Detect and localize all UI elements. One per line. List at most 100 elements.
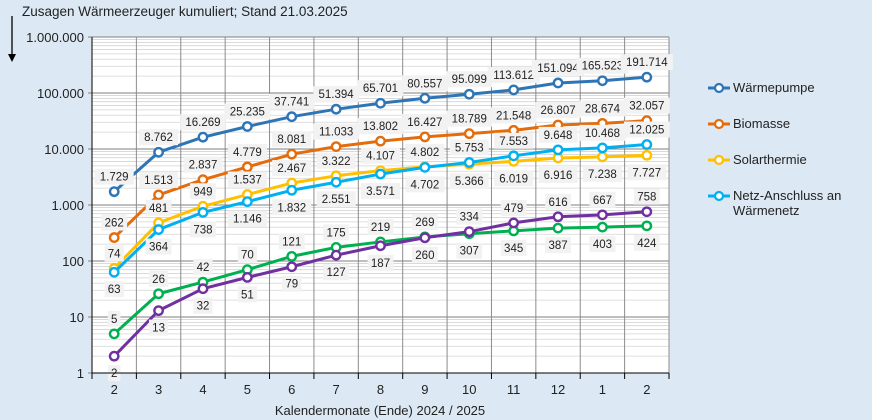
data-point <box>375 135 386 147</box>
data-label: 37.741 <box>274 97 309 109</box>
x-tick-label: 3 <box>155 382 162 397</box>
data-label: 51.394 <box>319 89 355 101</box>
x-tick-label: 2 <box>111 382 118 397</box>
data-label-bg <box>282 275 302 292</box>
data-label: 151.094 <box>537 63 579 75</box>
data-label: 3.322 <box>322 156 351 168</box>
data-label-bg <box>494 132 534 149</box>
data-point <box>241 196 253 208</box>
data-label-bg <box>227 210 267 227</box>
data-label: 7.553 <box>499 136 528 148</box>
data-label: 949 <box>193 186 212 198</box>
data-label-bg <box>494 170 534 187</box>
data-label-bg <box>148 319 169 336</box>
data-label-bg <box>576 57 629 74</box>
data-label-bg <box>402 113 448 130</box>
data-point <box>463 157 475 168</box>
data-point <box>463 88 475 100</box>
data-label: 6.019 <box>499 173 528 185</box>
data-label-bg <box>627 164 667 181</box>
data-label: 616 <box>548 197 567 209</box>
data-point <box>375 168 386 180</box>
data-label: 187 <box>371 258 390 270</box>
data-label-bg <box>104 245 124 262</box>
data-label-bg <box>620 54 673 71</box>
data-label-bg <box>357 118 404 135</box>
data-label-bg <box>535 102 581 119</box>
data-point <box>641 220 653 232</box>
data-label: 63 <box>108 284 121 296</box>
data-point <box>508 217 520 229</box>
data-point <box>419 232 431 244</box>
data-label: 424 <box>637 238 657 250</box>
data-label: 113.612 <box>493 70 534 82</box>
legend-marker <box>708 82 730 94</box>
data-label-bg <box>545 193 571 210</box>
data-label-bg <box>487 66 540 83</box>
x-tick-label: 11 <box>507 382 521 397</box>
data-label: 364 <box>149 242 169 254</box>
legend-marker <box>708 190 730 202</box>
data-label-bg <box>145 199 172 216</box>
data-point <box>108 266 120 278</box>
data-point <box>463 226 475 238</box>
data-point <box>286 111 298 123</box>
data-point <box>641 71 653 83</box>
data-label-bg <box>272 131 312 148</box>
legend-label-line1: Netz-Anschluss an <box>733 188 842 203</box>
data-label: 70 <box>241 250 254 262</box>
data-label: 5.366 <box>455 176 484 188</box>
data-label-bg <box>633 234 660 251</box>
y-tick-label: 1.000.000 <box>26 30 84 45</box>
x-tick-label: 9 <box>421 382 428 397</box>
data-label: 79 <box>285 279 298 291</box>
data-point <box>597 151 608 163</box>
data-label-bg <box>94 168 134 185</box>
data-point <box>552 222 564 234</box>
data-label: 1.729 <box>100 172 129 184</box>
chart-title: Zusagen Wärmeerzeuger kumuliert; Stand 2… <box>22 4 348 19</box>
data-label: 4.702 <box>410 179 439 191</box>
data-label: 5.753 <box>455 142 484 154</box>
data-point <box>375 240 386 252</box>
y-tick-label: 1.000 <box>51 198 84 213</box>
data-label-bg <box>145 238 172 255</box>
legend-label-line2: Wärmenetz <box>733 203 800 218</box>
data-label: 479 <box>504 203 523 215</box>
legend-marker <box>708 118 730 130</box>
data-label-bg <box>361 147 400 164</box>
data-label-bg <box>139 129 179 146</box>
data-label: 16.269 <box>185 117 220 129</box>
data-point <box>597 209 608 221</box>
data-point <box>641 206 653 218</box>
data-point <box>197 283 209 295</box>
data-label-bg <box>224 103 271 120</box>
x-axis-label: Kalendermonate (Ende) 2024 / 2025 <box>275 403 485 418</box>
x-tick-label: 6 <box>288 382 295 397</box>
data-label-bg <box>402 75 448 92</box>
data-label: 175 <box>327 227 346 239</box>
data-label: 403 <box>593 239 612 251</box>
legend-marker <box>708 154 730 166</box>
data-label-bg <box>183 156 223 173</box>
data-label: 165.523 <box>582 61 624 73</box>
data-point <box>153 224 164 235</box>
data-label: 2.467 <box>277 163 306 175</box>
data-label: 334 <box>460 212 480 224</box>
x-tick-label: 7 <box>332 382 339 397</box>
data-label-bg <box>589 236 616 253</box>
data-point <box>286 148 298 160</box>
data-label: 4.107 <box>366 151 395 163</box>
x-tick-label: 8 <box>377 382 384 397</box>
legend-label: Biomasse <box>733 116 791 131</box>
data-point <box>330 141 342 153</box>
down-arrow-head-icon <box>8 54 16 62</box>
data-label: 25.235 <box>230 106 265 118</box>
data-label: 95.099 <box>452 74 487 86</box>
data-point <box>286 184 298 196</box>
data-label-bg <box>446 71 493 88</box>
data-label: 8.762 <box>144 132 173 144</box>
data-point <box>241 121 253 132</box>
data-label-bg <box>316 152 356 169</box>
